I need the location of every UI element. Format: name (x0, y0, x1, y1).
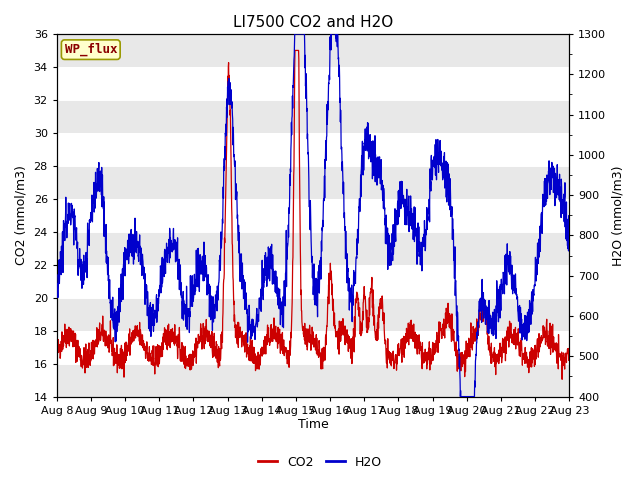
Bar (57, 166, 570, 199)
Y-axis label: H2O (mmol/m3): H2O (mmol/m3) (612, 165, 625, 265)
Bar (57, 364, 570, 396)
Bar (57, 34, 570, 67)
X-axis label: Time: Time (298, 419, 328, 432)
Bar (57, 298, 570, 331)
Bar (57, 100, 570, 133)
Text: WP_flux: WP_flux (65, 43, 117, 56)
Y-axis label: CO2 (mmol/m3): CO2 (mmol/m3) (15, 165, 28, 265)
Title: LI7500 CO2 and H2O: LI7500 CO2 and H2O (233, 15, 393, 30)
Legend: CO2, H2O: CO2, H2O (253, 451, 387, 474)
Bar (57, 232, 570, 265)
